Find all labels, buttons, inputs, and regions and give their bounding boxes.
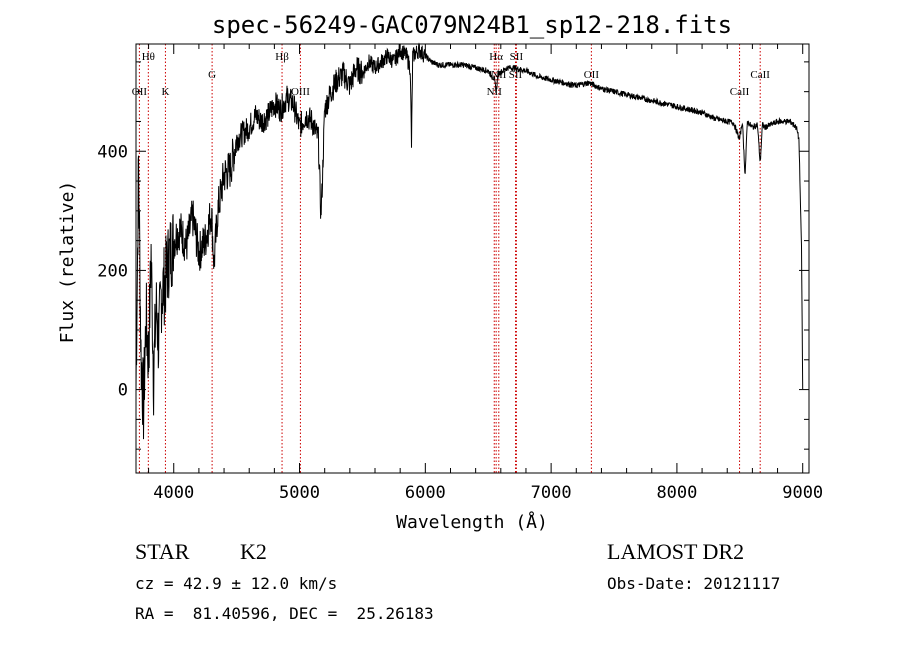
x-tick-label: 8000 (656, 483, 697, 503)
line-marker-label: OIII (291, 86, 310, 98)
line-marker-label: Hβ (275, 51, 289, 63)
subclass: K2 (240, 539, 267, 564)
line-marker-label: NII (487, 86, 503, 98)
spectrum-series (135, 42, 804, 440)
x-tick-label: 4000 (153, 483, 194, 503)
redshift-readout: cz = 42.9 ± 12.0 km/s (135, 574, 338, 593)
chart-text: spec-56249-GAC079N24B1_sp12-218.fits Wav… (57, 11, 732, 533)
plot-frame (135, 43, 810, 474)
line-marker-label: SII (510, 51, 524, 63)
x-axis-label: Wavelength (Å) (396, 511, 548, 533)
object-type: STAR (135, 539, 190, 564)
line-marker-label: Hθ (142, 51, 155, 63)
y-tick-label: 200 (97, 261, 128, 281)
line-marker-label: OII (584, 69, 600, 81)
y-tick-label: 0 (118, 381, 128, 401)
chart-title: spec-56249-GAC079N24B1_sp12-218.fits (212, 11, 732, 39)
x-tick-label: 7000 (531, 483, 572, 503)
y-tick-label: 400 (97, 142, 128, 162)
axes: 4000 5000 6000 7000 8000 9000 0 200 400 (97, 43, 823, 503)
line-marker-label: K (161, 86, 169, 98)
obs-date: Obs-Date: 20121117 (607, 574, 781, 593)
y-axis-label: Flux (relative) (57, 181, 78, 344)
x-tick-label: 9000 (782, 483, 823, 503)
coordinates: RA = 81.40596, DEC = 25.26183 (135, 604, 434, 623)
survey-name: LAMOST DR2 (607, 539, 745, 564)
line-marker-label: CaII (730, 86, 750, 98)
x-tick-label: 6000 (405, 483, 446, 503)
line-marker-label: Hα (489, 51, 503, 63)
spectrum-line (135, 42, 804, 440)
x-tick-label: 5000 (279, 483, 320, 503)
line-marker-label: CaII (750, 69, 770, 81)
line-marker-label: G (208, 69, 216, 81)
